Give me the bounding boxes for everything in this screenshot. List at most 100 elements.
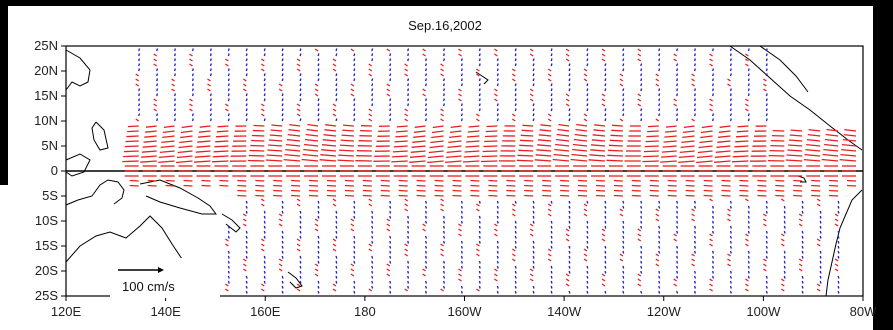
current-vector [601,48,606,52]
current-vector [424,250,428,254]
current-vector [655,118,660,122]
current-vector [709,58,713,62]
current-vector [432,125,444,129]
current-vector [709,278,713,282]
current-vector [514,240,517,244]
current-vector [353,245,356,249]
current-vector [317,73,320,77]
current-vector [353,63,356,67]
current-vector [245,98,248,102]
current-vector [412,140,426,143]
current-vector [568,215,571,219]
current-vector [514,58,517,62]
current-vector [829,179,839,182]
current-vector [568,225,571,229]
current-vector [816,203,821,207]
current-vector [404,208,409,212]
current-vector [729,108,732,112]
current-vector [198,135,211,138]
current-vector [281,200,284,204]
current-vector [711,255,715,259]
current-vector [245,58,248,62]
current-vector [368,243,373,247]
current-vector [281,275,284,279]
current-vector [765,103,768,107]
current-vector [389,290,392,294]
current-vector [711,205,715,209]
current-vector [299,48,302,52]
current-vector [532,200,535,204]
coast-galapagos [797,175,807,183]
current-vector [442,53,446,57]
current-vector [837,205,840,209]
current-vector [286,143,301,147]
current-vector [823,148,839,152]
current-vector [747,255,750,259]
current-vector [604,88,607,92]
current-vector [326,179,337,182]
current-vector [711,73,715,77]
current-vector [798,258,803,262]
current-vector [299,270,302,274]
current-vector [721,184,731,187]
current-vector [729,103,732,107]
current-vector [568,265,571,269]
current-vector [424,78,428,82]
current-vector [389,255,392,259]
current-vector [278,268,283,272]
current-vector [478,93,481,97]
current-vector [514,235,517,239]
current-vector [721,194,731,197]
current-vector [135,78,140,82]
current-vector [440,63,444,67]
current-vector [317,108,320,112]
current-vector [604,83,607,87]
current-vector [727,78,731,82]
current-vector [171,83,175,87]
current-vector [622,200,625,204]
current-vector [478,235,481,239]
current-vector [514,83,517,87]
current-vector [529,233,534,237]
current-vector [842,138,857,142]
current-vector [263,53,266,57]
current-vector [834,218,839,222]
current-vector [747,220,750,224]
current-vector [299,255,302,259]
current-vector [496,200,499,204]
current-vector [389,63,392,67]
current-vector [711,220,715,224]
current-vector [547,253,552,257]
current-vector [568,68,571,72]
current-vector [144,135,157,138]
current-vector [335,118,338,122]
current-vector [281,113,284,117]
current-vector [589,154,606,157]
current-vector [458,88,462,92]
current-vector [344,189,354,192]
current-vector [586,53,589,57]
current-vector [197,140,211,143]
current-vector [263,275,266,279]
current-vector [658,250,661,254]
current-vector [452,194,462,197]
current-vector [801,205,804,209]
current-vector [227,260,230,264]
current-vector [703,179,713,182]
current-vector [613,179,623,182]
current-vector [729,68,732,72]
current-vector [191,78,194,82]
y-tick-label: 15S [35,238,58,253]
current-vector [424,113,428,117]
y-tick-label: 15N [34,88,58,103]
current-vector [434,184,444,187]
current-vector [269,134,283,137]
current-vector [532,113,535,117]
current-vector [658,235,661,239]
current-vector [424,108,428,112]
current-vector [697,150,713,154]
current-vector [191,113,194,117]
current-vector [309,179,319,182]
current-vector [191,73,194,77]
current-vector [225,243,229,247]
